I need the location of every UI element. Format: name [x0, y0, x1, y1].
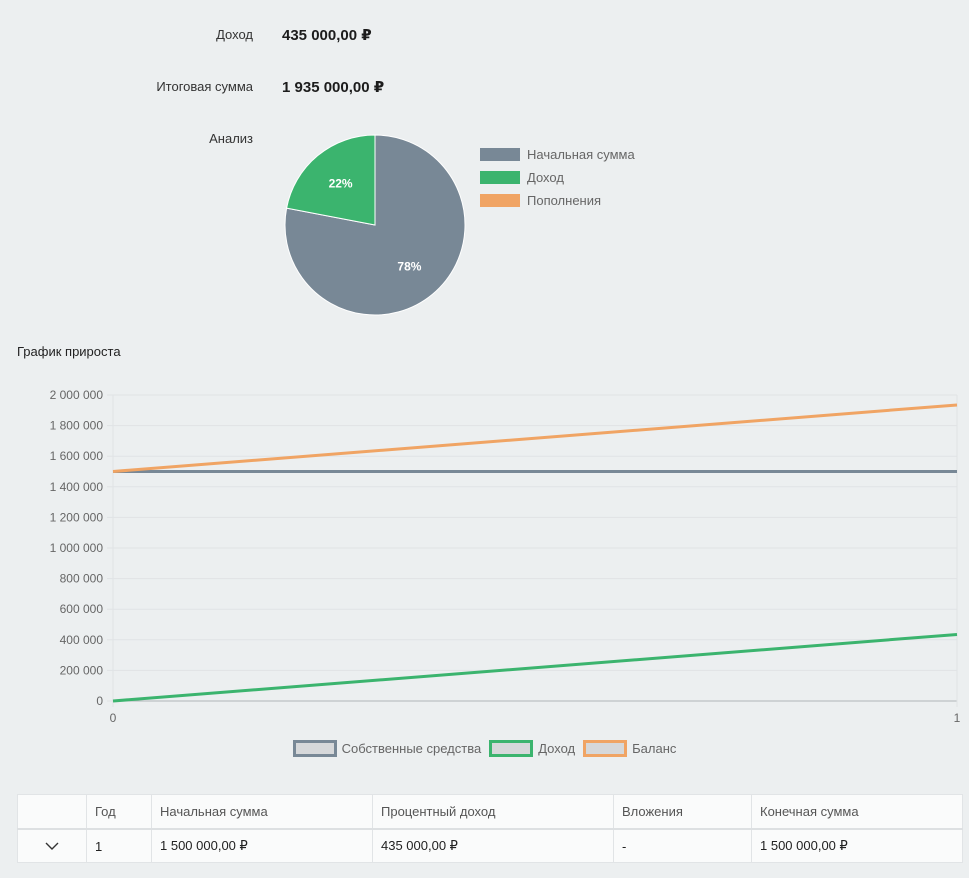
- table-header-cell: Год: [86, 794, 152, 830]
- table-header-row: Год Начальная сумма Процентный доход Вло…: [17, 794, 963, 830]
- line-legend-item[interactable]: Собственные средства: [292, 740, 482, 757]
- pie-legend-label: Начальная сумма: [527, 147, 635, 162]
- analysis-pie-chart: 78% 22%: [284, 134, 466, 316]
- y-tick-label: 0: [96, 694, 103, 708]
- pie-legend-item[interactable]: Начальная сумма: [480, 143, 635, 166]
- line-legend-label: Собственные средства: [341, 741, 482, 756]
- line-legend-swatch: [489, 740, 534, 757]
- y-tick-label: 600 000: [60, 602, 104, 616]
- growth-chart-title: График прироста: [17, 344, 121, 359]
- x-tick-label: 0: [110, 711, 117, 725]
- expand-row-button[interactable]: [17, 828, 87, 863]
- table-cell-interest: 435 000,00 ₽: [372, 828, 614, 863]
- line-legend: Собственные средства Доход Баланс: [0, 740, 969, 757]
- line-legend-label: Баланс: [632, 741, 677, 756]
- analysis-label: Анализ: [209, 131, 253, 146]
- x-tick-label: 1: [954, 711, 961, 725]
- y-tick-label: 1 400 000: [50, 480, 104, 494]
- pie-legend-label: Доход: [527, 170, 564, 185]
- y-tick-label: 2 000 000: [50, 388, 104, 402]
- series-line[interactable]: [112, 403, 958, 473]
- table-row[interactable]: 1 1 500 000,00 ₽ 435 000,00 ₽ - 1 500 00…: [17, 828, 963, 863]
- table-header-cell: Вложения: [613, 794, 752, 830]
- growth-line-chart: 0 200 000 400 000 600 000 800 000 1 000 000 1 …: [50, 388, 961, 725]
- pie-legend-item[interactable]: Пополнения: [480, 189, 635, 212]
- y-tick-label: 800 000: [60, 572, 104, 586]
- line-legend-item[interactable]: Баланс: [583, 740, 676, 757]
- total-label: Итоговая сумма: [156, 79, 253, 94]
- table-cell-initial: 1 500 000,00 ₽: [151, 828, 373, 863]
- line-legend-swatch: [583, 740, 628, 757]
- table-cell-year: 1: [86, 828, 152, 863]
- pie-legend-label: Пополнения: [527, 193, 602, 208]
- pie-legend-swatch: [480, 148, 520, 161]
- line-legend-item[interactable]: Доход: [489, 740, 575, 757]
- income-value: 435 000,00 ₽: [282, 27, 372, 44]
- pie-legend: Начальная сумма Доход Пополнения: [480, 143, 635, 212]
- pie-legend-swatch: [480, 171, 520, 184]
- series-line[interactable]: [112, 632, 958, 703]
- pie-legend-swatch: [480, 194, 520, 207]
- table-cell-final: 1 500 000,00 ₽: [751, 828, 963, 863]
- income-label: Доход: [216, 27, 253, 42]
- chevron-down-icon: [45, 842, 59, 850]
- y-tick-label: 1 800 000: [50, 419, 104, 433]
- y-tick-label: 1 000 000: [50, 541, 104, 555]
- table-header-cell: Процентный доход: [372, 794, 614, 830]
- pie-slice-label: 22%: [329, 176, 353, 190]
- pie-slice-label: 78%: [397, 260, 421, 274]
- line-legend-swatch: [292, 740, 337, 757]
- line-legend-label: Доход: [538, 741, 576, 756]
- y-tick-label: 1 600 000: [50, 449, 104, 463]
- table-cell-deposits: -: [613, 828, 752, 863]
- total-value: 1 935 000,00 ₽: [282, 79, 385, 96]
- table-header-cell: Начальная сумма: [151, 794, 373, 830]
- y-tick-label: 400 000: [60, 633, 104, 647]
- results-table: Год Начальная сумма Процентный доход Вло…: [17, 794, 963, 863]
- table-header-cell: Конечная сумма: [751, 794, 963, 830]
- y-tick-label: 1 200 000: [50, 510, 104, 524]
- pie-legend-item[interactable]: Доход: [480, 166, 635, 189]
- table-header-cell: [17, 794, 87, 830]
- y-tick-label: 200 000: [60, 663, 104, 677]
- pie-slice[interactable]: [286, 134, 376, 226]
